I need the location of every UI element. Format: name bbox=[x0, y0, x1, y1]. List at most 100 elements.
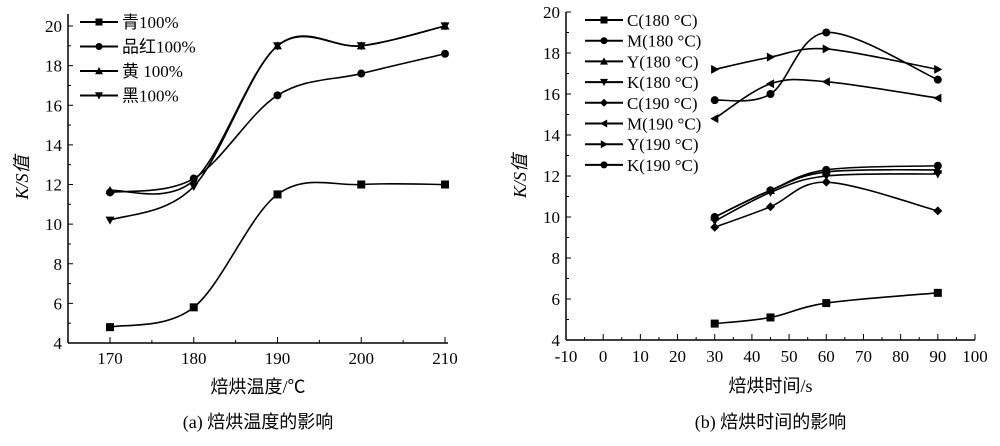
marker-triangle-down bbox=[821, 172, 831, 181]
legend-label: M(180 °C) bbox=[627, 32, 701, 51]
marker-diamond bbox=[710, 222, 720, 232]
y-tick-label: 6 bbox=[552, 290, 561, 309]
marker-circle bbox=[710, 213, 719, 221]
legend-label: 黑100% bbox=[122, 87, 179, 106]
y-tick-label: 20 bbox=[45, 17, 62, 36]
series-0: C(180 °C) bbox=[585, 11, 942, 328]
x-tick-label: 80 bbox=[892, 347, 909, 366]
x-tick-label: 190 bbox=[265, 349, 291, 368]
marker-circle bbox=[933, 75, 942, 84]
marker-triangle-down bbox=[356, 42, 366, 51]
marker-triangle-right bbox=[711, 64, 720, 74]
x-tick-label: 210 bbox=[432, 349, 458, 368]
legend-label: 青100% bbox=[122, 13, 179, 32]
x-tick-label: 30 bbox=[706, 347, 723, 366]
y-tick-label: 16 bbox=[543, 85, 560, 104]
marker-square bbox=[189, 303, 198, 312]
legend-label: K(190 °C) bbox=[627, 156, 699, 175]
marker-square bbox=[600, 16, 608, 24]
marker-circle bbox=[600, 161, 608, 169]
marker-square bbox=[766, 313, 775, 322]
marker-triangle-right bbox=[766, 52, 775, 62]
marker-square bbox=[933, 288, 942, 297]
marker-triangle-up bbox=[95, 67, 103, 75]
y-tick-label: 14 bbox=[45, 136, 63, 155]
marker-triangle-up bbox=[600, 57, 608, 65]
x-tick-label: 70 bbox=[855, 347, 872, 366]
x-tick-label: -10 bbox=[555, 347, 578, 366]
marker-triangle-right bbox=[600, 140, 608, 149]
legend-label: K(180 °C) bbox=[627, 73, 699, 92]
marker-square bbox=[273, 190, 282, 199]
marker-triangle-down bbox=[95, 92, 103, 100]
marker-square bbox=[95, 18, 103, 26]
marker-square bbox=[106, 323, 114, 332]
y-tick-label: 6 bbox=[54, 294, 63, 313]
marker-triangle-down bbox=[933, 170, 943, 179]
marker-circle bbox=[766, 90, 775, 98]
series-line bbox=[714, 31, 939, 102]
marker-circle bbox=[710, 96, 719, 105]
marker-triangle-left bbox=[933, 93, 942, 103]
y-tick-label: 12 bbox=[45, 176, 62, 195]
legend-label: M(190 °C) bbox=[627, 115, 701, 134]
x-tick-label: 40 bbox=[743, 347, 760, 366]
marker-square bbox=[441, 180, 449, 189]
x-tick-label: 100 bbox=[962, 347, 988, 366]
series-3: 黑100% bbox=[80, 22, 450, 225]
marker-triangle-left bbox=[710, 114, 719, 124]
x-tick-label: 50 bbox=[781, 347, 798, 366]
series-line bbox=[714, 78, 938, 120]
y-tick-label: 14 bbox=[543, 126, 561, 145]
marker-square bbox=[357, 180, 366, 189]
marker-circle bbox=[822, 28, 831, 37]
marker-circle bbox=[766, 186, 775, 195]
legend-label: C(190 °C) bbox=[627, 94, 698, 113]
marker-triangle-right bbox=[934, 64, 943, 74]
y-tick-label: 18 bbox=[543, 44, 560, 63]
caption: (b) 焙烘时间的影响 bbox=[695, 412, 847, 433]
chart-a: 4 6 8 10 12 14 16 18 20 170 180 190 200 210 焙烘温度/℃ (a) … bbox=[12, 13, 458, 433]
series-line bbox=[714, 173, 938, 222]
series-line bbox=[714, 292, 938, 325]
marker-circle bbox=[95, 43, 103, 50]
marker-triangle-down bbox=[600, 78, 608, 87]
x-tick-label: 90 bbox=[929, 347, 946, 366]
legend-label: Y(190 °C) bbox=[627, 135, 699, 154]
y-tick-label: 4 bbox=[54, 334, 63, 353]
series-6: Y(190 °C) bbox=[585, 44, 943, 154]
series-line bbox=[714, 181, 939, 229]
y-tick-label: 16 bbox=[45, 96, 62, 115]
x-tick-label: 60 bbox=[818, 347, 835, 366]
y-tick-label: 12 bbox=[543, 167, 560, 186]
marker-square bbox=[710, 319, 719, 328]
x-tick-label: 200 bbox=[349, 349, 375, 368]
marker-circle bbox=[600, 37, 608, 45]
marker-diamond bbox=[766, 202, 775, 212]
caption: (a) 焙烘温度的影响 bbox=[183, 412, 333, 433]
marker-triangle-left bbox=[766, 79, 775, 89]
legend-label: 黄 100% bbox=[122, 62, 183, 81]
marker-circle bbox=[441, 49, 449, 58]
marker-triangle-left bbox=[821, 77, 830, 87]
marker-circle bbox=[822, 165, 831, 174]
marker-triangle-left bbox=[600, 119, 608, 128]
x-tick-label: 20 bbox=[669, 347, 686, 366]
x-tick-label: 10 bbox=[632, 347, 649, 366]
marker-square bbox=[822, 299, 831, 308]
y-tick-label: 8 bbox=[54, 255, 63, 274]
chart-b: 4 6 8 10 12 14 16 18 20 -10 0 10 20 30 40 50 60 70 80 90 100… bbox=[510, 3, 988, 433]
marker-triangle-right bbox=[822, 44, 831, 54]
y-tick-label: 10 bbox=[45, 215, 62, 234]
series-5: M(190 °C) bbox=[585, 77, 942, 134]
marker-triangle-down bbox=[105, 216, 115, 225]
marker-diamond bbox=[821, 177, 831, 187]
series-line bbox=[109, 25, 446, 221]
series-1: M(180 °C) bbox=[585, 28, 942, 105]
y-tick-label: 4 bbox=[552, 331, 561, 350]
series-7: K(190 °C) bbox=[585, 156, 942, 221]
x-axis-label: 焙烘时间/s bbox=[728, 376, 812, 396]
legend-label: 品红100% bbox=[122, 38, 196, 57]
y-tick-label: 10 bbox=[543, 208, 560, 227]
